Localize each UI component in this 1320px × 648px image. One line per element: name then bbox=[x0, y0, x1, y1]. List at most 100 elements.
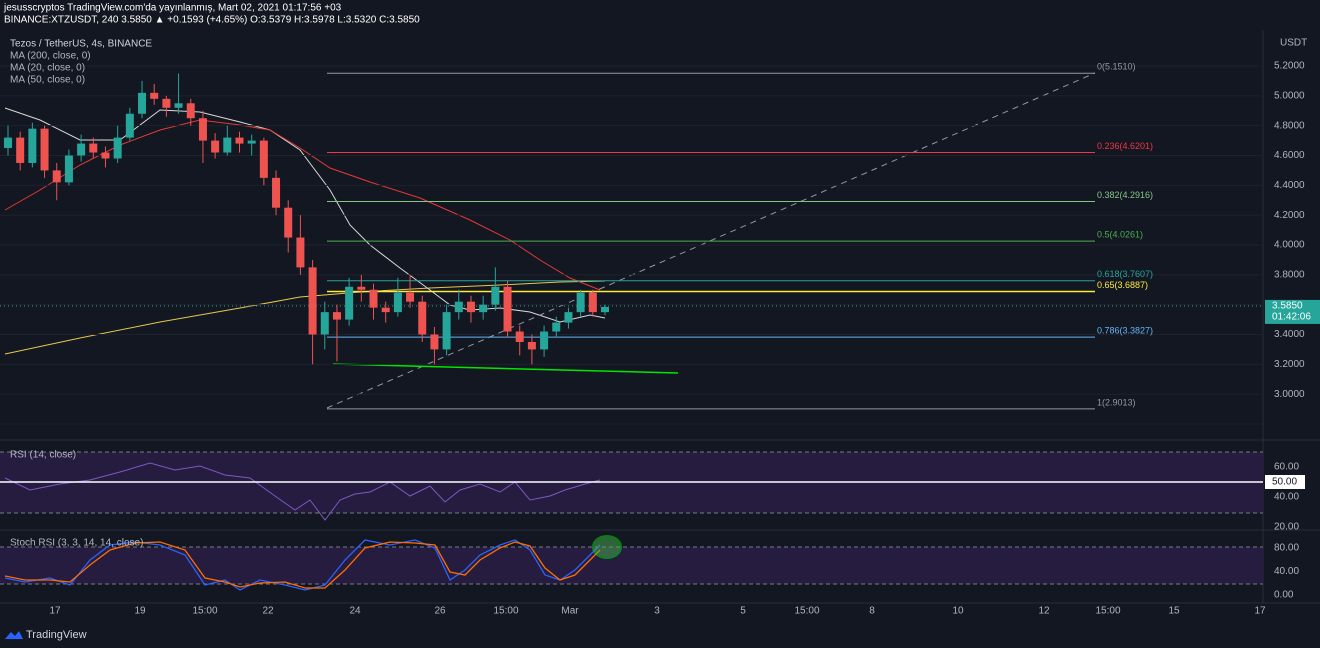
candle-body bbox=[381, 307, 390, 313]
candle-body bbox=[418, 301, 427, 335]
time-tick-label: 5 bbox=[740, 606, 746, 617]
price-tick-label: 5.0000 bbox=[1274, 90, 1305, 101]
candle-body bbox=[552, 322, 561, 332]
stoch-band bbox=[0, 547, 1263, 584]
legend-item: MA (50, close, 0) bbox=[10, 75, 85, 86]
candle-body bbox=[491, 286, 500, 305]
time-tick-label: 15:00 bbox=[192, 606, 217, 617]
candle-body bbox=[479, 304, 488, 313]
candle-body bbox=[357, 286, 366, 290]
time-tick-label: 17 bbox=[49, 606, 61, 617]
stoch-k bbox=[4, 539, 601, 591]
header-bar bbox=[0, 0, 1320, 28]
candle-body bbox=[576, 292, 585, 313]
candle-body bbox=[515, 331, 524, 342]
candle-body bbox=[272, 177, 281, 208]
time-tick-label: 26 bbox=[434, 606, 446, 617]
price-tick-label: 3.2000 bbox=[1274, 359, 1305, 370]
fib-label: 1(2.9013) bbox=[1097, 397, 1136, 407]
candle-body bbox=[40, 128, 49, 171]
logo-icon bbox=[5, 631, 23, 639]
candle-body bbox=[138, 92, 147, 114]
rsi-tick-label: 60.00 bbox=[1274, 462, 1299, 473]
candle-body bbox=[345, 286, 354, 320]
last-price: 3.5850 bbox=[1272, 301, 1303, 312]
fib-label: 0.236(4.6201) bbox=[1097, 141, 1153, 151]
candle-body bbox=[247, 140, 256, 144]
last-price-box bbox=[1265, 299, 1320, 324]
price-tick-label: 4.6000 bbox=[1274, 150, 1305, 161]
rsi-tick-label: 20.00 bbox=[1274, 522, 1299, 533]
price-tick-label: 3.0000 bbox=[1274, 389, 1305, 400]
candle-body bbox=[223, 137, 232, 153]
candle-body bbox=[284, 207, 293, 238]
rsi-mid-box bbox=[1265, 475, 1305, 489]
footer-brand: TradingView bbox=[26, 629, 87, 641]
candle-body bbox=[16, 137, 25, 163]
candle-body bbox=[454, 301, 463, 313]
price-tick-label: 5.2000 bbox=[1274, 61, 1305, 72]
time-tick-label: 19 bbox=[134, 606, 146, 617]
candle-body bbox=[527, 341, 536, 350]
fib-trend-line bbox=[326, 72, 1096, 409]
candle-body bbox=[564, 312, 573, 323]
price-tick-label: 4.2000 bbox=[1274, 210, 1305, 221]
candle-body bbox=[113, 137, 122, 159]
fib-label: 0.382(4.2916) bbox=[1097, 190, 1153, 200]
stoch-d bbox=[4, 541, 601, 589]
price-tick-label: 4.4000 bbox=[1274, 180, 1305, 191]
candle-body bbox=[150, 92, 159, 99]
candle-body bbox=[369, 289, 378, 308]
candle-body bbox=[503, 286, 512, 332]
symbol-line: BINANCE:XTZUSDT, 240 3.5850 ▲ +0.1593 (+… bbox=[4, 15, 420, 26]
time-tick-label: 15 bbox=[1168, 606, 1180, 617]
candle-body bbox=[442, 312, 451, 350]
time-tick-label: Mar bbox=[561, 606, 579, 617]
candle-body bbox=[64, 155, 73, 183]
legend-item: Tezos / TetherUS, 4s, BINANCE bbox=[10, 39, 152, 50]
candle-body bbox=[174, 103, 183, 108]
time-tick-label: 15:00 bbox=[493, 606, 518, 617]
rsi-title: RSI (14, close) bbox=[10, 450, 76, 461]
candle-body bbox=[211, 140, 220, 153]
time-tick-label: 22 bbox=[262, 606, 274, 617]
candle-body bbox=[89, 143, 98, 153]
candle-body bbox=[588, 292, 597, 313]
candle-body bbox=[601, 306, 609, 313]
candle-body bbox=[28, 128, 37, 163]
time-tick-label: 12 bbox=[1038, 606, 1050, 617]
publisher: jesusscryptos TradingView.com'da yayınla… bbox=[3, 3, 342, 14]
candle-body bbox=[320, 312, 329, 335]
stoch-tick-label: 80.00 bbox=[1274, 543, 1299, 554]
ma-50 bbox=[4, 119, 601, 291]
rsi-line bbox=[4, 462, 601, 521]
price-tick-label: 3.4000 bbox=[1274, 329, 1305, 340]
time-tick-label: 15:00 bbox=[1095, 606, 1120, 617]
price-tick-label: 4.0000 bbox=[1274, 240, 1305, 251]
rsi-tick-label: 40.00 bbox=[1274, 492, 1299, 503]
candle-body bbox=[296, 237, 305, 268]
fib-label: 0.5(4.0261) bbox=[1097, 229, 1143, 239]
candle-body bbox=[101, 152, 110, 159]
candle-body bbox=[466, 301, 475, 313]
candle-body bbox=[77, 143, 86, 156]
candle-body bbox=[540, 331, 549, 350]
time-tick-label: 10 bbox=[952, 606, 964, 617]
stoch-tick-label: 0.00 bbox=[1274, 590, 1294, 601]
time-tick-label: 24 bbox=[349, 606, 361, 617]
candle-body bbox=[198, 118, 207, 141]
time-tick-label: 15:00 bbox=[794, 606, 819, 617]
rsi-mid-label: 50.00 bbox=[1272, 477, 1297, 488]
time-tick-label: 8 bbox=[869, 606, 875, 617]
candle-body bbox=[308, 267, 317, 335]
candle-body bbox=[259, 140, 268, 178]
time-tick-label: 3 bbox=[654, 606, 660, 617]
candle-body bbox=[332, 312, 341, 320]
stoch-tick-label: 40.00 bbox=[1274, 566, 1299, 577]
candle-body bbox=[406, 292, 415, 302]
candle-body bbox=[235, 137, 244, 144]
support-line bbox=[332, 363, 679, 374]
fib-label: 0.618(3.7607) bbox=[1097, 269, 1153, 279]
highlight-circle bbox=[592, 535, 622, 559]
